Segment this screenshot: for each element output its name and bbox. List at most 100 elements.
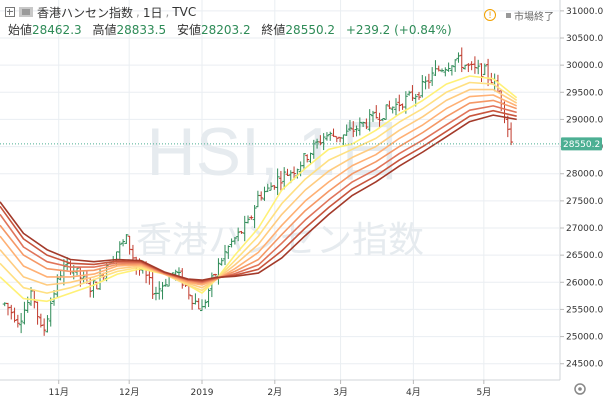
ohlc-bar <box>213 273 218 277</box>
market-status[interactable]: ! 市場終了 <box>484 6 554 24</box>
ohlc-bar <box>91 278 96 298</box>
open-value: 28462.3 <box>32 23 82 37</box>
ohlc-bar <box>265 183 270 193</box>
ma-ribbon-line-3 <box>0 88 518 289</box>
ma-ribbon-line-5 <box>0 99 517 285</box>
ohlc-bar <box>163 278 168 287</box>
x-tick-label: 3月 <box>333 387 348 398</box>
high-label: 高値 <box>92 23 117 37</box>
ohlc-bar <box>249 215 254 220</box>
ohlc-bar <box>328 131 333 141</box>
ohlc-bar <box>407 90 412 96</box>
ohlc-bar <box>459 47 464 73</box>
ohlc-bar <box>55 274 60 298</box>
ohlc-bar <box>384 104 389 120</box>
ohlc-bar <box>61 259 66 286</box>
ohlc-bar <box>321 133 326 151</box>
ohlc-bar <box>505 115 510 138</box>
y-tick-label: 31000.0 <box>566 7 603 17</box>
ohlc-values: 始値28462.3 高値28833.5 安値28203.2 終値28550.2 … <box>8 21 452 37</box>
ohlc-bar <box>377 112 382 128</box>
ohlc-bar <box>430 67 435 86</box>
ohlc-bar <box>423 76 428 90</box>
interval-label[interactable]: 1日 <box>142 5 163 20</box>
ohlc-bar <box>259 191 264 201</box>
y-tick-label: 30500.0 <box>566 34 603 44</box>
ohlc-bar <box>357 117 362 136</box>
ohlc-bar <box>275 168 280 196</box>
collapse-legend-icon[interactable] <box>5 7 15 17</box>
ohlc-bar <box>476 59 481 75</box>
ohlc-bar <box>203 299 208 309</box>
settings-gear-icon[interactable] <box>574 383 586 395</box>
change-value: +239.2 (+0.84%) <box>345 23 452 37</box>
ohlc-bar <box>426 73 431 89</box>
y-tick-label: 26500.0 <box>566 251 603 261</box>
ohlc-bar <box>35 301 40 325</box>
status-dot-icon <box>506 12 511 18</box>
ohlc-bar <box>9 304 14 320</box>
ohlc-bar <box>42 318 47 336</box>
ohlc-bar <box>380 118 385 122</box>
ohlc-bar <box>509 122 514 146</box>
ohlc-bar <box>45 315 50 333</box>
y-tick-label: 27000.0 <box>566 224 603 234</box>
ohlc-bar <box>390 106 395 114</box>
ohlc-bar <box>223 244 228 266</box>
ohlc-bar <box>292 166 297 180</box>
ohlc-bar <box>239 230 244 234</box>
ma-ribbon-line-8 <box>0 114 517 281</box>
ohlc-bar <box>466 63 471 73</box>
ohlc-bar <box>81 271 86 283</box>
ohlc-bar <box>48 297 53 327</box>
warning-icon[interactable]: ! <box>484 9 496 21</box>
ohlc-bar <box>370 110 375 122</box>
ohlc-bar <box>196 298 201 310</box>
chart-legend-header: 香港ハンセン指数 , 1日 , TVC <box>0 3 196 21</box>
ohlc-bar <box>193 293 198 305</box>
x-tick-label: 4月 <box>406 387 421 398</box>
ohlc-bar <box>374 105 379 119</box>
ohlc-bar <box>216 258 221 285</box>
x-tick-label: 5月 <box>476 387 491 398</box>
ma-ribbon-line-6 <box>0 105 517 284</box>
ohlc-bar <box>15 314 20 328</box>
ohlc-bar <box>269 182 274 191</box>
y-tick-label: 25000.0 <box>566 333 603 343</box>
y-tick-label: 30000.0 <box>566 61 603 71</box>
ma-ribbon-line-2 <box>0 81 518 294</box>
market-status-text: 市場終了 <box>514 11 554 23</box>
ohlc-bar <box>246 215 251 224</box>
symbol-title[interactable]: 香港ハンセン指数 <box>37 5 134 20</box>
ohlc-bar <box>19 312 24 334</box>
flag-icon <box>19 7 33 17</box>
x-tick-label: 2019 <box>191 388 214 398</box>
ohlc-bar <box>420 75 425 98</box>
y-tick-label: 29000.0 <box>566 115 603 125</box>
ohlc-bar <box>347 119 352 132</box>
ohlc-bar <box>157 281 162 300</box>
ohlc-bar <box>449 65 454 76</box>
ohlc-bar <box>305 154 310 163</box>
ohlc-bar <box>417 91 422 100</box>
ohlc-bar <box>469 61 474 71</box>
watermark-sub: 香港ハンセン指数 <box>136 220 424 261</box>
right-price-axis[interactable]: 31000.030500.030000.029500.029000.028500… <box>559 0 603 380</box>
ohlc-bar <box>121 239 126 247</box>
ohlc-bar <box>446 62 451 72</box>
ohlc-bar <box>479 63 484 83</box>
ohlc-bar <box>2 302 7 307</box>
ohlc-bar <box>226 245 231 259</box>
ohlc-bar <box>124 234 129 244</box>
y-tick-label: 29500.0 <box>566 88 603 98</box>
ohlc-bar <box>443 67 448 77</box>
ohlc-bar <box>397 94 402 112</box>
separator: , <box>165 5 170 19</box>
ohlc-bar <box>206 288 211 308</box>
ohlc-bar <box>364 118 369 130</box>
ohlc-bar <box>285 168 290 176</box>
bottom-time-axis[interactable]: 11月 12月 2019 2月 3月 4月 5月 <box>0 379 560 398</box>
ohlc-bar <box>482 63 487 75</box>
